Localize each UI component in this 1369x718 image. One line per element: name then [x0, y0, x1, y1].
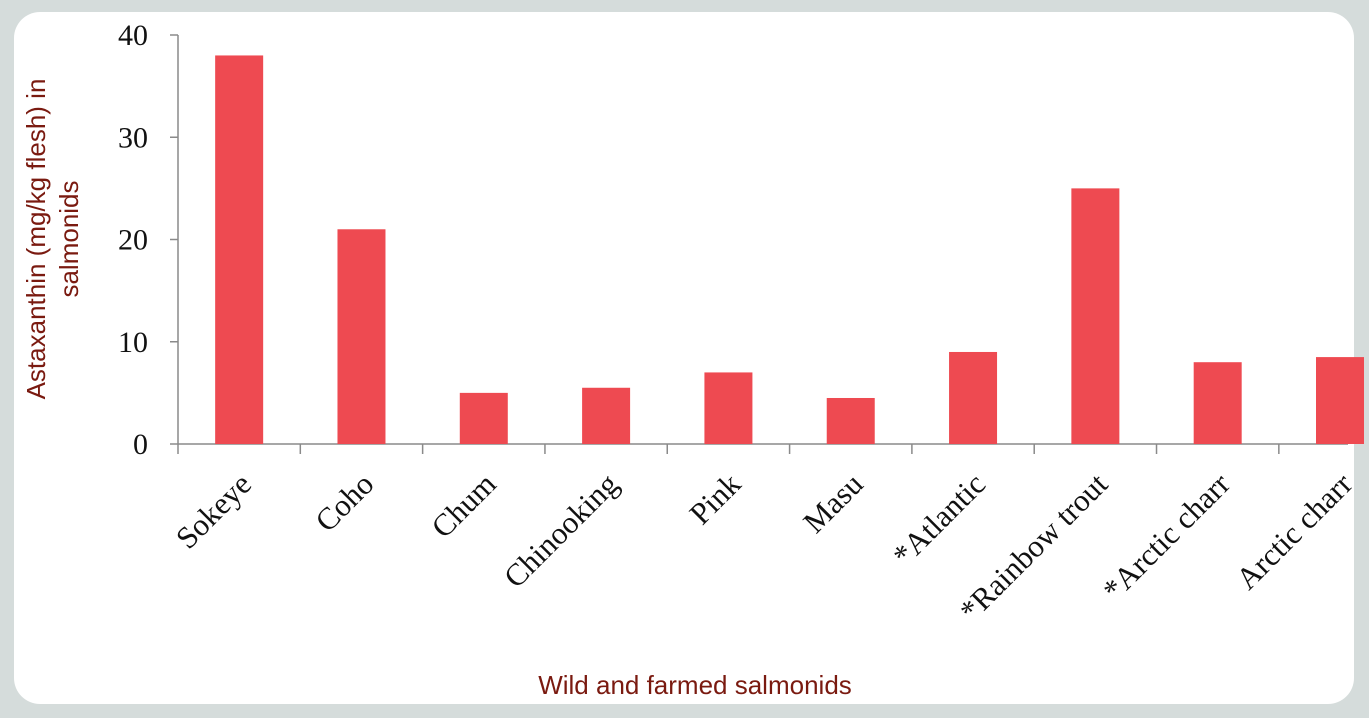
bar: [582, 387, 631, 444]
x-tick-label: Pink: [682, 466, 747, 531]
x-tick-label: Masu: [796, 466, 869, 539]
x-tick-label: *Atlantic: [886, 466, 992, 572]
chart-bars: [215, 55, 1364, 444]
y-tick-label: 40: [118, 19, 148, 52]
bar: [337, 229, 386, 444]
x-axis-title: Wild and farmed salmonids: [538, 670, 852, 700]
bar: [826, 397, 875, 444]
x-tick-label: Arctic charr: [1229, 466, 1359, 596]
y-tick-label: 10: [118, 326, 148, 359]
y-axis-title-line-1: Astaxanthin (mg/kg flesh) in: [21, 79, 51, 400]
bar: [459, 392, 508, 444]
x-tick-label: Chinooking: [497, 466, 625, 594]
x-tick-label: *Arctic charr: [1096, 466, 1237, 607]
bar: [1071, 188, 1120, 444]
x-tick-label: Coho: [308, 466, 380, 538]
x-tick-label: Sokeye: [169, 466, 258, 555]
x-tick-label: Chum: [424, 466, 502, 544]
bar: [704, 372, 753, 444]
bar: [1193, 362, 1242, 444]
y-tick-label: 0: [133, 428, 148, 461]
bar: [949, 351, 998, 444]
bar: [1316, 357, 1364, 444]
y-tick-label: 30: [118, 121, 148, 154]
bar: [215, 55, 264, 444]
y-tick-label: 20: [118, 224, 148, 257]
y-axis-title-line-2: salmonids: [54, 180, 84, 297]
y-tick-labels: 0 10 20 30 40: [118, 19, 148, 461]
